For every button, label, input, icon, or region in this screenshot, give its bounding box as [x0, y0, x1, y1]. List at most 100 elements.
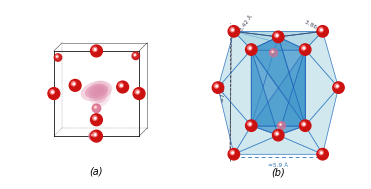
Circle shape [275, 33, 279, 37]
Circle shape [319, 150, 323, 155]
Circle shape [249, 123, 251, 125]
Circle shape [137, 91, 139, 93]
Circle shape [301, 46, 306, 50]
Circle shape [94, 49, 96, 50]
Ellipse shape [85, 84, 108, 98]
Circle shape [135, 90, 139, 94]
Circle shape [91, 45, 102, 57]
Polygon shape [278, 31, 323, 50]
Circle shape [303, 123, 305, 125]
Circle shape [73, 83, 75, 85]
Polygon shape [218, 88, 251, 154]
Polygon shape [278, 37, 305, 126]
Circle shape [228, 149, 240, 160]
Circle shape [276, 133, 278, 135]
Circle shape [94, 117, 96, 119]
Circle shape [133, 53, 136, 56]
Circle shape [69, 79, 81, 91]
Circle shape [93, 47, 97, 52]
Polygon shape [251, 37, 278, 126]
Circle shape [93, 132, 97, 137]
Circle shape [273, 31, 284, 43]
Circle shape [299, 44, 311, 55]
Polygon shape [251, 37, 305, 126]
Circle shape [230, 150, 234, 155]
Circle shape [270, 49, 278, 57]
Circle shape [272, 51, 273, 52]
Ellipse shape [94, 87, 105, 100]
Circle shape [247, 122, 252, 126]
Polygon shape [251, 37, 305, 50]
Polygon shape [234, 31, 305, 50]
Polygon shape [234, 31, 278, 50]
Circle shape [214, 84, 219, 88]
Ellipse shape [89, 86, 104, 96]
Circle shape [280, 124, 281, 125]
Polygon shape [218, 50, 251, 126]
Circle shape [133, 88, 145, 99]
Circle shape [273, 129, 284, 141]
Polygon shape [278, 50, 305, 135]
Text: 3.86 Å: 3.86 Å [303, 19, 323, 33]
Circle shape [91, 130, 102, 142]
Text: (a): (a) [90, 166, 103, 176]
Circle shape [89, 132, 98, 140]
Circle shape [271, 50, 274, 53]
Circle shape [321, 29, 322, 31]
Circle shape [319, 28, 323, 32]
Polygon shape [251, 37, 305, 126]
Circle shape [321, 152, 322, 154]
Circle shape [275, 131, 279, 136]
Polygon shape [251, 50, 278, 135]
Circle shape [216, 85, 218, 87]
Polygon shape [234, 135, 323, 154]
Circle shape [91, 114, 102, 126]
Circle shape [335, 84, 339, 88]
Circle shape [132, 52, 139, 60]
Circle shape [95, 107, 96, 108]
Circle shape [117, 81, 129, 93]
Circle shape [276, 35, 278, 36]
Circle shape [232, 29, 233, 31]
Circle shape [52, 91, 53, 93]
Polygon shape [234, 31, 323, 37]
Circle shape [92, 134, 93, 136]
Circle shape [92, 104, 101, 113]
Circle shape [247, 46, 252, 50]
Circle shape [246, 120, 257, 131]
Circle shape [299, 120, 311, 131]
Polygon shape [251, 126, 305, 135]
Polygon shape [234, 31, 323, 50]
Circle shape [230, 28, 234, 32]
Polygon shape [251, 50, 305, 126]
Text: ≈7.2 Å: ≈7.2 Å [221, 82, 226, 102]
Circle shape [333, 82, 344, 93]
Circle shape [121, 85, 122, 86]
Circle shape [48, 88, 60, 99]
Polygon shape [234, 126, 278, 154]
Circle shape [317, 26, 328, 37]
Polygon shape [305, 88, 338, 154]
Circle shape [50, 90, 55, 94]
Circle shape [246, 44, 257, 55]
Polygon shape [218, 31, 251, 88]
Circle shape [301, 122, 306, 126]
Circle shape [71, 81, 76, 86]
Circle shape [232, 152, 233, 154]
Circle shape [249, 47, 251, 49]
Circle shape [93, 116, 97, 120]
Polygon shape [251, 50, 305, 126]
Circle shape [57, 56, 58, 57]
Circle shape [212, 82, 224, 93]
Ellipse shape [92, 84, 108, 103]
Circle shape [119, 83, 123, 88]
Polygon shape [251, 50, 305, 126]
Text: ≈5.9 Å: ≈5.9 Å [268, 163, 288, 168]
Circle shape [228, 26, 240, 37]
Ellipse shape [89, 80, 111, 107]
Circle shape [94, 134, 96, 136]
Circle shape [54, 54, 62, 61]
Circle shape [336, 85, 338, 87]
Polygon shape [278, 126, 323, 154]
Polygon shape [305, 31, 338, 88]
